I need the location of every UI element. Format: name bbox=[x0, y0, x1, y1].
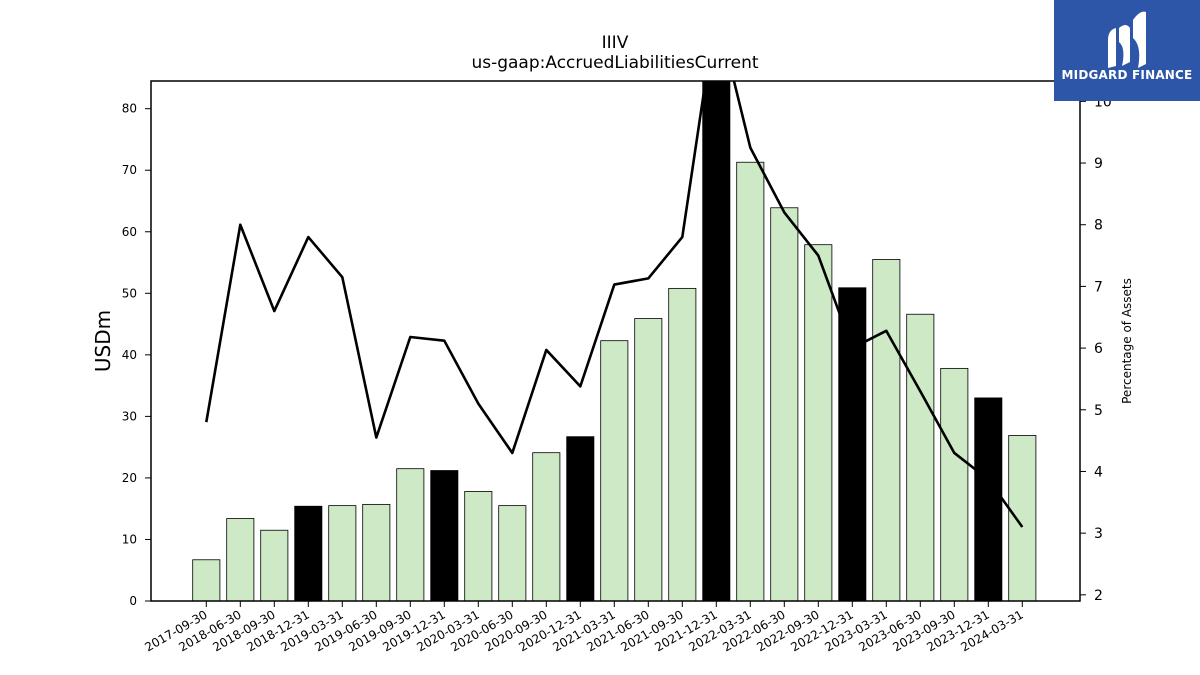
y-right-tick-label: 5 bbox=[1094, 403, 1103, 419]
y-tick-label: 50 bbox=[122, 286, 137, 300]
bars bbox=[192, 81, 1037, 601]
midgard-logo: MIDGARD FINANCE bbox=[1054, 0, 1200, 101]
y-right-tick-label: 6 bbox=[1094, 341, 1103, 357]
chart-title: IIIV bbox=[602, 33, 629, 53]
bar-2024-03-31 bbox=[1008, 435, 1037, 601]
bar-2020-09-30 bbox=[532, 452, 561, 601]
y-right-tick-label: 4 bbox=[1094, 464, 1103, 480]
bar-2020-06-30 bbox=[498, 505, 527, 601]
bar-2021-03-31 bbox=[600, 340, 629, 601]
y-tick-label: 80 bbox=[122, 102, 137, 116]
midgard-logo-icon bbox=[1108, 11, 1146, 68]
plot-frame bbox=[150, 80, 1081, 602]
y-axis-label: USDm bbox=[91, 310, 115, 372]
bar-2023-09-30 bbox=[940, 367, 969, 601]
y-right-tick-label: 2 bbox=[1094, 588, 1103, 604]
y-tick-label: 60 bbox=[122, 225, 137, 239]
bar-2022-03-31 bbox=[736, 161, 765, 601]
bar-2020-12-31 bbox=[566, 436, 595, 601]
y-right-tick-label: 3 bbox=[1094, 526, 1103, 542]
line-layer bbox=[205, 81, 1024, 528]
y-tick-label: 10 bbox=[122, 532, 137, 546]
bar-2021-06-30 bbox=[634, 318, 663, 601]
bar-2017-09-30 bbox=[192, 559, 221, 601]
bar-2023-03-31 bbox=[872, 259, 901, 601]
bar-2022-09-30 bbox=[804, 244, 833, 601]
bar-2022-12-31 bbox=[838, 287, 867, 601]
y-right-tick-label: 8 bbox=[1094, 218, 1103, 234]
bar-2023-06-30 bbox=[906, 313, 935, 601]
y-right-tick-label: 7 bbox=[1094, 279, 1103, 295]
bar-2022-06-30 bbox=[770, 207, 799, 601]
percentage-line bbox=[205, 81, 1024, 528]
logo-text: MIDGARD FINANCE bbox=[1061, 68, 1193, 82]
bar-2018-12-31 bbox=[294, 505, 323, 601]
y-tick-label: 40 bbox=[122, 348, 137, 362]
y-tick-label: 0 bbox=[129, 594, 137, 608]
y-tick-label: 20 bbox=[122, 471, 137, 485]
y-right-tick-label: 9 bbox=[1094, 156, 1103, 172]
bar-2021-09-30 bbox=[668, 287, 697, 601]
bar-2019-12-31 bbox=[430, 470, 459, 601]
y-tick-label: 30 bbox=[122, 409, 137, 423]
bar-2020-03-31 bbox=[464, 491, 493, 601]
bar-2021-12-31 bbox=[702, 81, 731, 601]
bar-2018-06-30 bbox=[226, 518, 255, 601]
left-axis: 0 10 20 30 40 50 60 70 80 bbox=[122, 102, 151, 608]
bar-2019-09-30 bbox=[396, 468, 425, 601]
x-axis: 2017-09-302018-06-302018-09-302018-12-31… bbox=[142, 601, 1026, 654]
bar-2019-06-30 bbox=[362, 503, 391, 601]
bar-2023-12-31 bbox=[974, 397, 1003, 601]
y-tick-label: 70 bbox=[122, 163, 137, 177]
y-axis-right-label: Percentage of Assets bbox=[1120, 278, 1134, 404]
bar-2018-09-30 bbox=[260, 529, 289, 601]
chart-subtitle: us-gaap:AccruedLiabilitiesCurrent bbox=[471, 53, 758, 73]
bar-2019-03-31 bbox=[328, 505, 357, 601]
